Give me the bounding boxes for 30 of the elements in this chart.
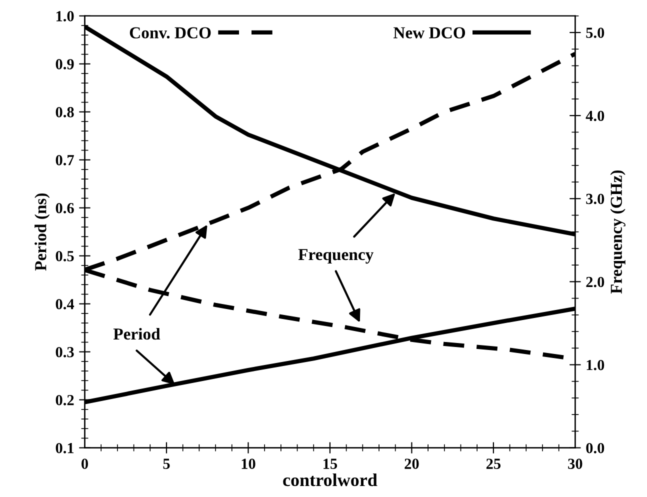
x-tick-label: 0 (82, 458, 88, 469)
y2-tick-label: 3.0 (586, 194, 604, 204)
y2-tick-label: 1.0 (586, 360, 604, 370)
x-tick-label: 30 (568, 458, 582, 469)
y2-tick-label: 5.0 (586, 28, 604, 38)
x-tick-label: 5 (163, 458, 170, 469)
y2-tick-label: 4.0 (586, 110, 604, 122)
y-tick-label: 0.8 (56, 107, 74, 118)
x-tick-label: 25 (486, 458, 501, 469)
x-tick-label: 10 (242, 458, 256, 469)
legend-label: New DCO (393, 27, 466, 38)
y2-tick-label: 0.0 (586, 442, 604, 454)
y-tick-label: 0.9 (56, 59, 74, 70)
y2-axis-title: Frequency (GHz) (610, 170, 626, 294)
y-tick-label: 0.4 (56, 298, 74, 310)
legend-label: Conv. DCO (130, 27, 211, 38)
y-axis-title: Period (ns) (34, 193, 50, 271)
y-tick-label: 0.5 (56, 250, 74, 262)
y-tick-label: 0.1 (56, 442, 74, 454)
y-tick-label: 0.6 (56, 202, 74, 214)
x-tick-label: 20 (404, 458, 419, 469)
annotation: Frequency (298, 249, 374, 264)
y2-tick-label: 2.0 (586, 276, 604, 288)
annotation: Period (113, 328, 160, 340)
y-tick-label: 1.0 (56, 11, 74, 22)
x-axis-title: controlword (283, 473, 378, 486)
x-tick-label: 15 (324, 458, 338, 469)
y-tick-label: 0.7 (56, 155, 74, 166)
y-tick-label: 0.3 (56, 346, 74, 358)
y-tick-label: 0.2 (56, 394, 74, 406)
